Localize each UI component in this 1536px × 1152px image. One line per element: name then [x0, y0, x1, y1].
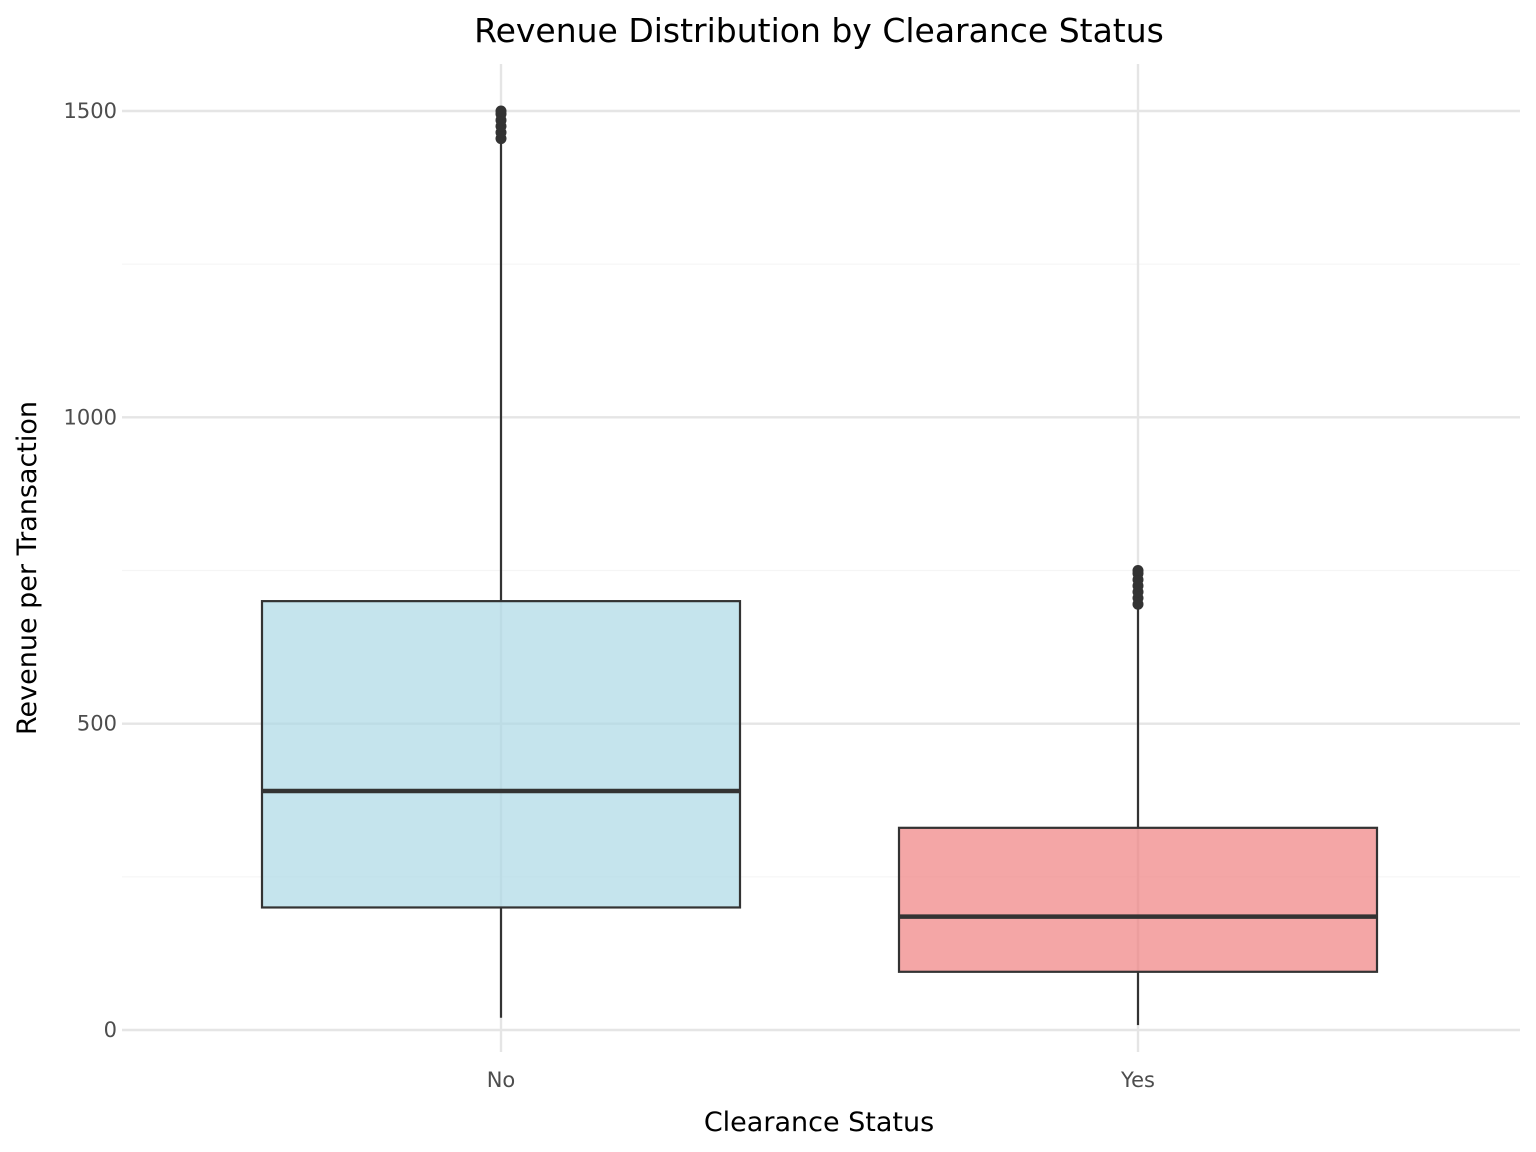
iqr-box [897, 826, 1379, 973]
x-axis-title: Clearance Status [704, 1107, 934, 1138]
y-tick-label: 500 [77, 712, 117, 736]
y-axis-title: Revenue per Transaction [12, 401, 43, 735]
boxes [260, 105, 1379, 1026]
y-tick-label: 1500 [64, 99, 117, 123]
chart-title: Revenue Distribution by Clearance Status [474, 11, 1164, 50]
x-tick-label: Yes [1120, 1068, 1155, 1092]
x-axis-ticks: No Yes [487, 1068, 1155, 1092]
x-tick-label: No [487, 1068, 516, 1092]
outlier-point [1132, 565, 1144, 576]
y-tick-label: 0 [104, 1018, 117, 1042]
box-yes [897, 565, 1379, 1026]
box-no [260, 105, 742, 1018]
iqr-box [260, 600, 742, 909]
outlier-point [495, 105, 507, 117]
y-tick-label: 1000 [64, 405, 117, 429]
y-axis-ticks: 0 500 1000 1500 [64, 99, 117, 1042]
